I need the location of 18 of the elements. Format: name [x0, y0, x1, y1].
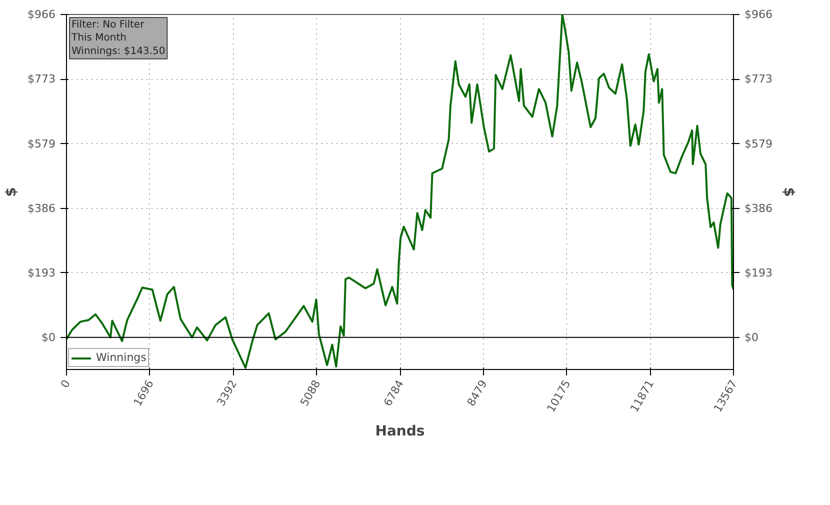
- y-axis-title: $: [4, 187, 20, 197]
- legend-label: Winnings: [96, 351, 146, 364]
- y-tick-label: $579: [28, 137, 56, 150]
- y2-axis-title: $: [780, 187, 796, 197]
- x-tick-label: 0: [58, 378, 73, 390]
- y2-tick-label: $193: [744, 266, 772, 280]
- y2-tick-label: $386: [744, 202, 772, 215]
- y-tick-label: $193: [28, 266, 56, 280]
- y2-tick-label: $966: [744, 8, 772, 21]
- y-tick-label: $966: [28, 8, 56, 21]
- x-axis-title: Hands: [375, 423, 425, 440]
- annotation: Filter: No Filter This Month Winnings: $143.50: [70, 20, 166, 57]
- y-tick-label: $0: [42, 330, 56, 344]
- y2-tick-label: $0: [744, 330, 758, 344]
- y2-tick-label: $579: [744, 137, 772, 150]
- y2-tick-label: $773: [744, 72, 772, 86]
- y-tick-label: $386: [28, 202, 56, 215]
- y-tick-label: $773: [28, 72, 56, 86]
